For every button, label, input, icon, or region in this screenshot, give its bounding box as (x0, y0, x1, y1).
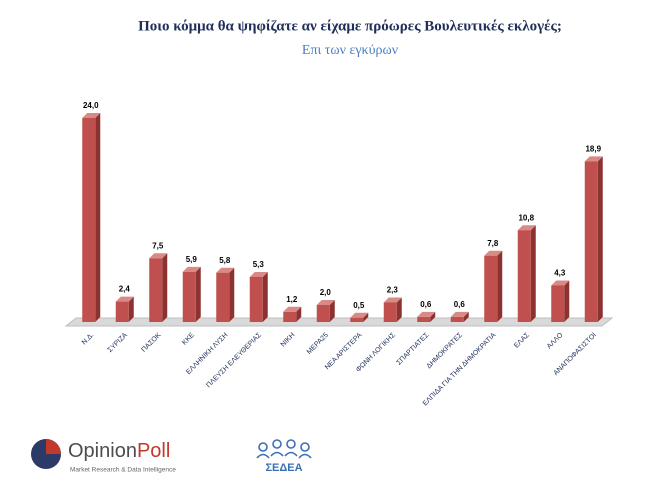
bar-top (450, 311, 469, 317)
bar-top (115, 296, 134, 302)
logo-person (286, 439, 296, 449)
bar-top (484, 250, 503, 256)
bar-side (329, 300, 335, 322)
bar-side (396, 297, 402, 322)
value-label: 24,0 (83, 101, 99, 110)
value-label: 2,3 (387, 286, 399, 295)
bar-top (383, 297, 402, 303)
x-tick-label: ΕΛΑΣ (513, 331, 531, 349)
value-label: 0,6 (454, 300, 466, 309)
bar (484, 255, 498, 322)
x-tick-label: Ν.Δ. (81, 332, 96, 347)
brand-a-text: Opinion (68, 440, 137, 462)
value-label: 0,5 (353, 301, 365, 310)
bar-top (584, 156, 603, 162)
value-label: 18,9 (585, 144, 601, 153)
value-label: 7,8 (487, 239, 499, 248)
bar-side (262, 271, 268, 322)
bar (182, 271, 196, 322)
value-label: 0,6 (420, 300, 432, 309)
x-tick-label: ΠΑΣΟΚ (140, 332, 162, 354)
bar-top (350, 312, 369, 318)
bar-top (149, 253, 168, 259)
bar-side (564, 280, 570, 322)
bar-top (249, 271, 268, 277)
partner-name: ΣΕΔΕΑ (265, 462, 302, 474)
bar-top (82, 113, 101, 118)
bar-side (497, 250, 503, 322)
value-label: 5,9 (186, 255, 198, 264)
bar-side (195, 266, 201, 322)
bar-top (216, 267, 235, 273)
value-label: 5,8 (219, 256, 231, 265)
sedea-logo: ΣΕΔΕΑ (256, 439, 312, 474)
bar (517, 230, 531, 322)
bar-top (182, 266, 201, 272)
logo-icon-slice (46, 439, 61, 454)
x-tick-label: ΝΙΚΗ (280, 332, 297, 349)
value-label: 1,2 (286, 295, 298, 304)
value-label: 7,5 (152, 241, 164, 250)
bar-side (229, 267, 235, 322)
bar-side (363, 312, 369, 322)
x-tick-label: ΑΛΛΟ (546, 331, 565, 350)
bar-side (296, 306, 302, 322)
x-tick-label: ΣΠΑΡΤΙΑΤΕΣ (396, 331, 431, 366)
bar (115, 301, 129, 322)
value-label: 2,4 (119, 285, 131, 294)
bar-side (162, 253, 168, 322)
value-label: 5,3 (253, 260, 265, 269)
bar-side (597, 156, 603, 322)
bar (584, 161, 598, 322)
logo-shoulders (256, 451, 312, 459)
bar-top (283, 306, 302, 312)
logo-person (300, 442, 310, 452)
bar (551, 285, 565, 322)
bar-top (316, 300, 335, 305)
bar (383, 302, 397, 322)
bar-top (551, 280, 570, 286)
value-label: 10,8 (518, 213, 534, 222)
bar (82, 118, 96, 322)
chart-floor (64, 317, 614, 327)
bar (316, 305, 330, 322)
bar (249, 276, 263, 322)
bar-side (430, 311, 436, 322)
bar-side (530, 225, 536, 322)
value-label: 4,3 (554, 269, 566, 278)
bar (149, 258, 163, 322)
logo-person (258, 442, 268, 452)
bar (283, 311, 297, 322)
bar-side (463, 311, 469, 322)
bar (350, 317, 364, 322)
x-tick-label: ΠΛΕΥΣΗ ΕΛΕΥΘΕΡΙΑΣ (205, 331, 263, 389)
brand-tagline: Market Research & Data Intelligence (70, 467, 176, 474)
brand-b-text: Poll (137, 440, 170, 462)
opinionpoll-logo: OpinionPoll Market Research & Data Intel… (31, 439, 176, 474)
bar (450, 316, 464, 322)
bar-side (95, 113, 101, 322)
x-tick-label: ΜΕΡΑ25 (306, 332, 330, 356)
value-label: 2,0 (320, 288, 332, 297)
logo-person (272, 439, 282, 449)
bar (417, 316, 431, 322)
bar-side (128, 296, 134, 322)
x-tick-label: ΣΥΡΙΖΑ (107, 332, 130, 355)
chart-subtitle: Επι των εγκύρων (302, 43, 398, 58)
brand-a: OpinionPoll (68, 440, 170, 462)
bar (216, 272, 230, 322)
bar-top (517, 225, 536, 231)
bar-top (417, 311, 436, 317)
chart-title: Ποιο κόμμα θα ψηφίζατε αν είχαμε πρόωρες… (138, 18, 562, 34)
x-tick-label: ΚΚΕ (181, 332, 196, 347)
x-tick-label: ΕΛΠΙΔΑ ΓΙΑ ΤΗΝ ΔΗΜΟΚΡΑΤΙΑ (422, 332, 498, 408)
